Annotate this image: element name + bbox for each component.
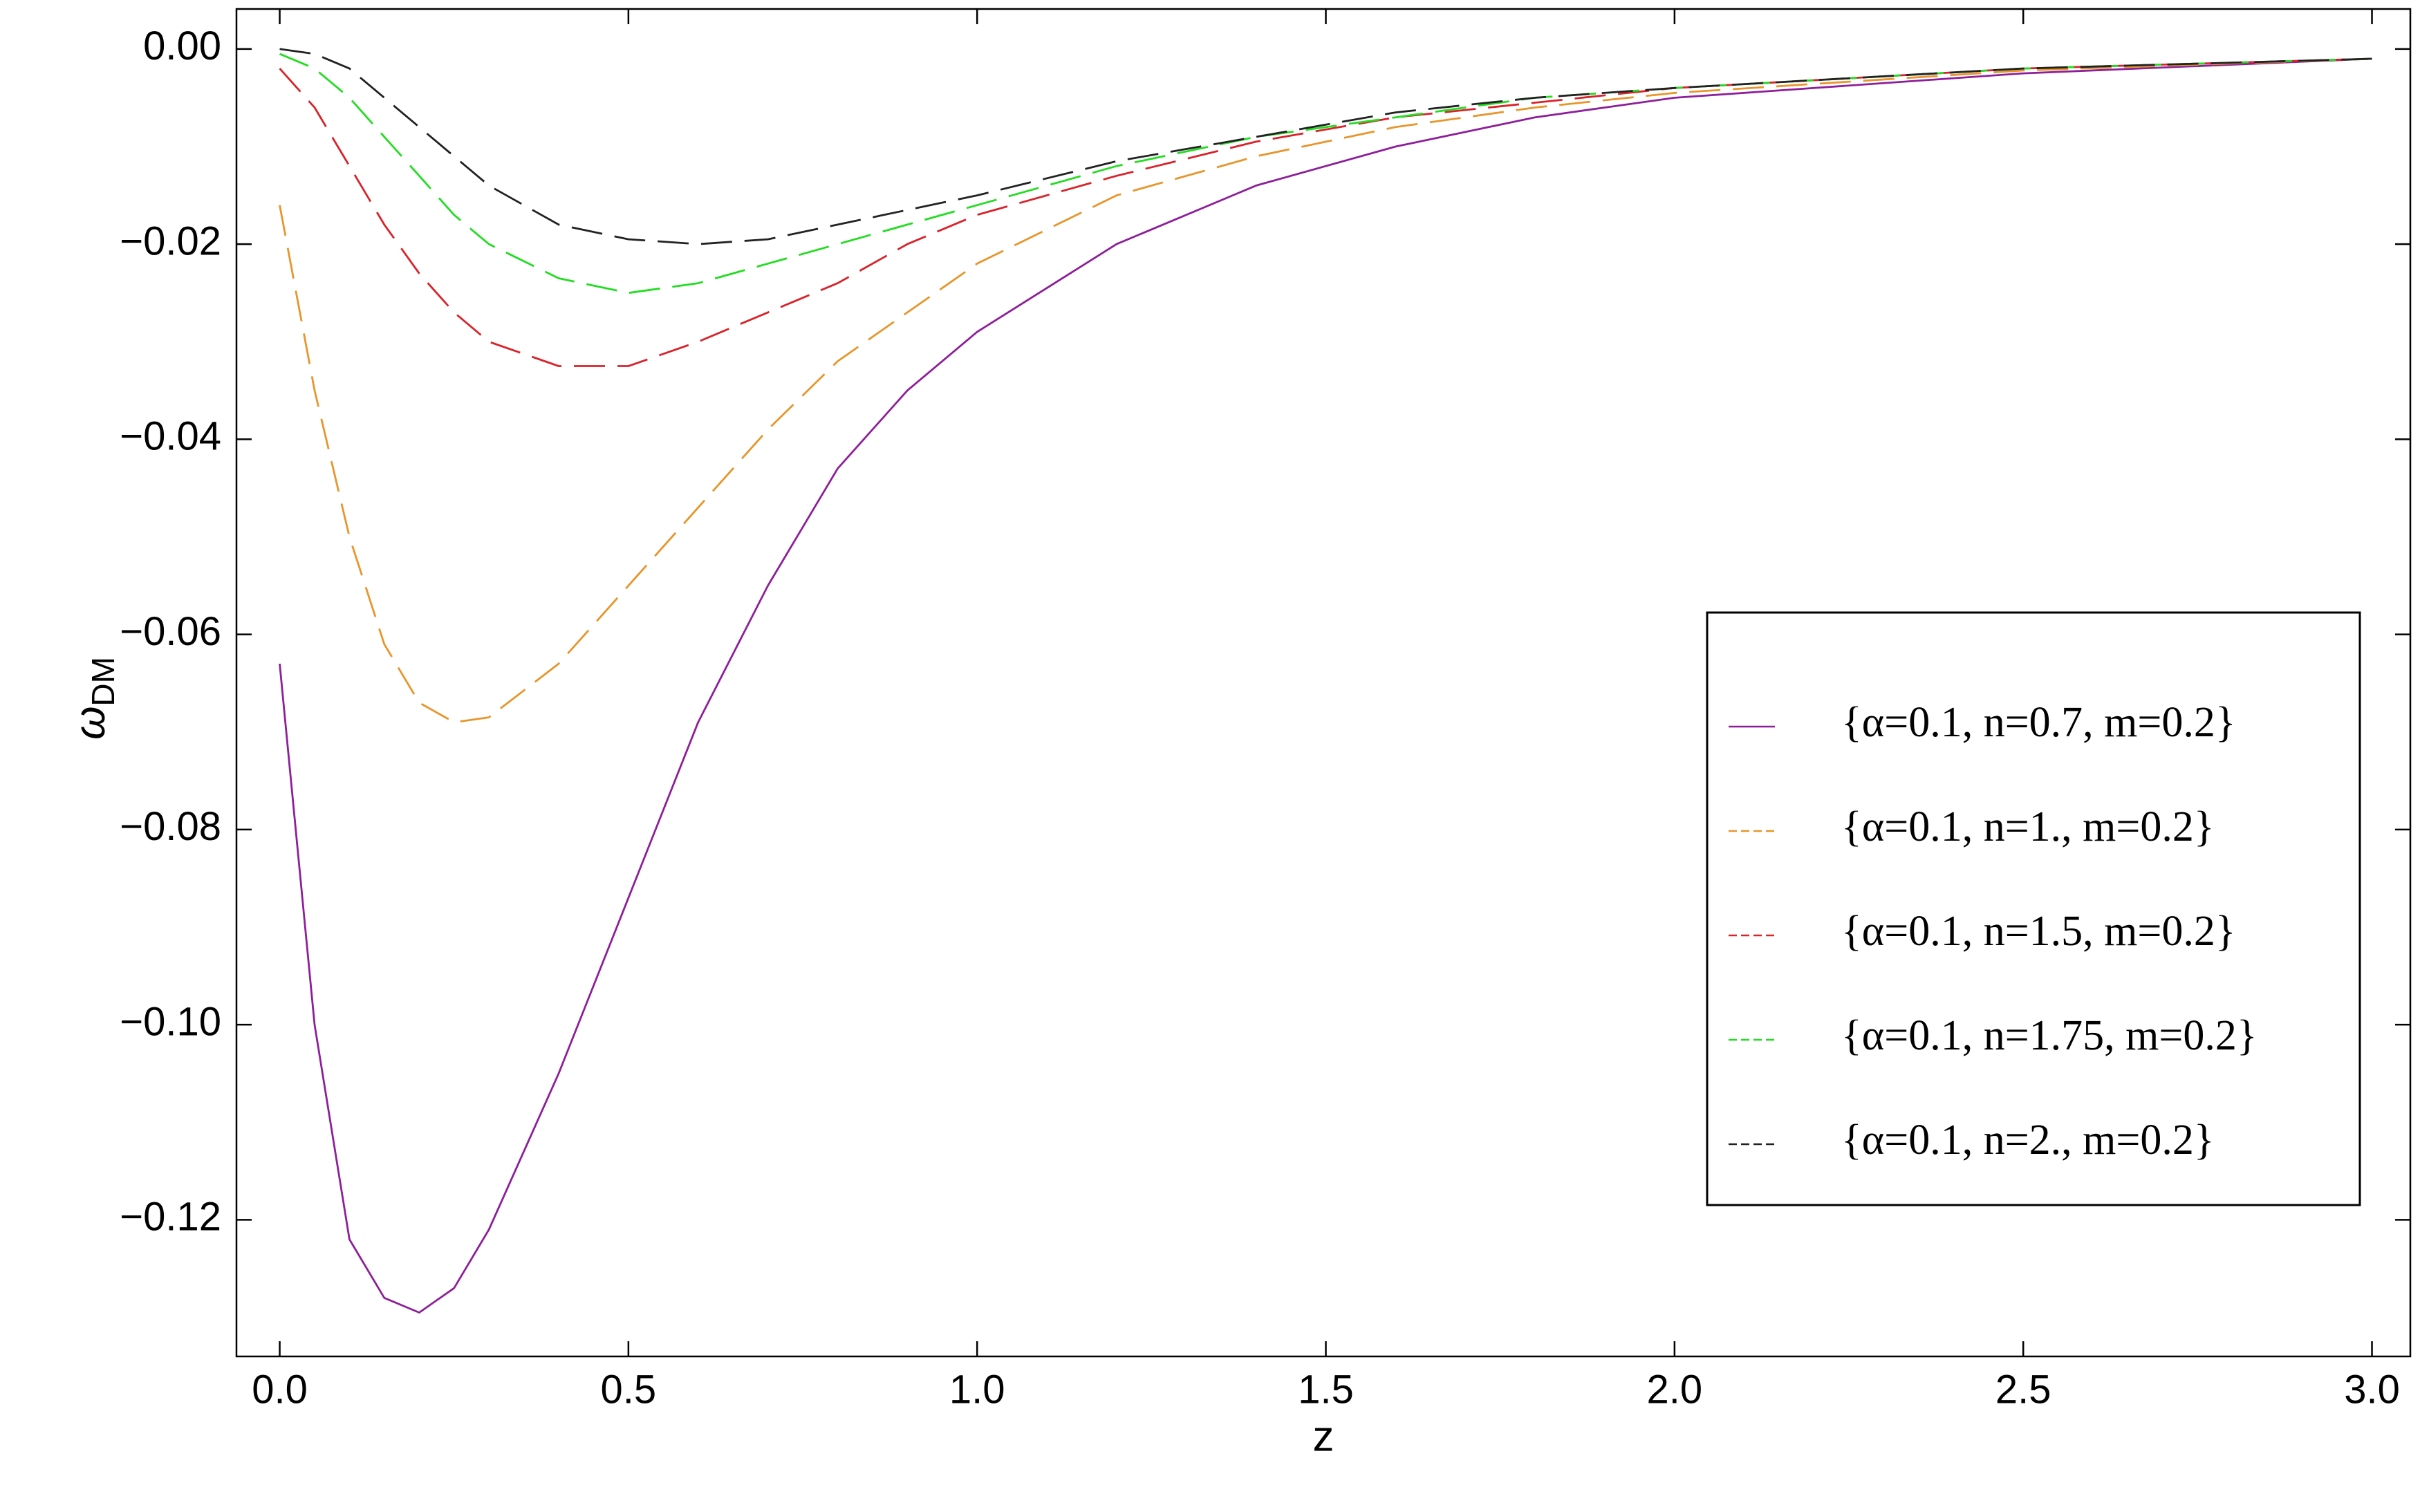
series-line	[279, 53, 2372, 295]
x-tick-label: 1.0	[949, 1367, 1005, 1412]
series-line	[279, 57, 2372, 724]
y-tick-label: −0.12	[120, 1195, 221, 1240]
y-axis-label-main: ω	[66, 707, 114, 740]
y-axis-label-subscript: DM	[85, 657, 121, 707]
legend-label: {α=0.1, n=1.75, m=0.2}	[1841, 1012, 2258, 1059]
x-tick-label: 0.0	[252, 1367, 308, 1412]
legend-label: {α=0.1, n=1., m=0.2}	[1841, 803, 2215, 850]
y-tick-label: −0.02	[120, 218, 221, 263]
legend-label: {α=0.1, n=1.5, m=0.2}	[1841, 908, 2236, 955]
y-tick-label: −0.04	[120, 414, 221, 459]
y-tick-label: −0.10	[120, 999, 221, 1044]
y-axis-label: ωDM	[66, 657, 121, 740]
series-line	[279, 57, 2372, 367]
series-line	[279, 57, 2372, 1314]
y-tick-label: 0.00	[143, 24, 221, 68]
series-line	[279, 48, 2372, 245]
legend-label: {α=0.1, n=0.7, m=0.2}	[1841, 699, 2236, 746]
x-tick-label: 2.5	[1995, 1367, 2051, 1412]
x-tick-label: 3.0	[2344, 1367, 2400, 1412]
y-tick-label: −0.06	[120, 609, 221, 654]
x-tick-label: 1.5	[1298, 1367, 1354, 1412]
plot-frame	[235, 8, 2412, 1358]
legend-label: {α=0.1, n=2., m=0.2}	[1841, 1117, 2215, 1164]
x-tick-label: 2.0	[1647, 1367, 1703, 1412]
legend-box	[1706, 611, 2361, 1206]
y-tick-label: −0.08	[120, 804, 221, 849]
x-axis-label: z	[1313, 1412, 1334, 1460]
x-tick-label: 0.5	[601, 1367, 657, 1412]
